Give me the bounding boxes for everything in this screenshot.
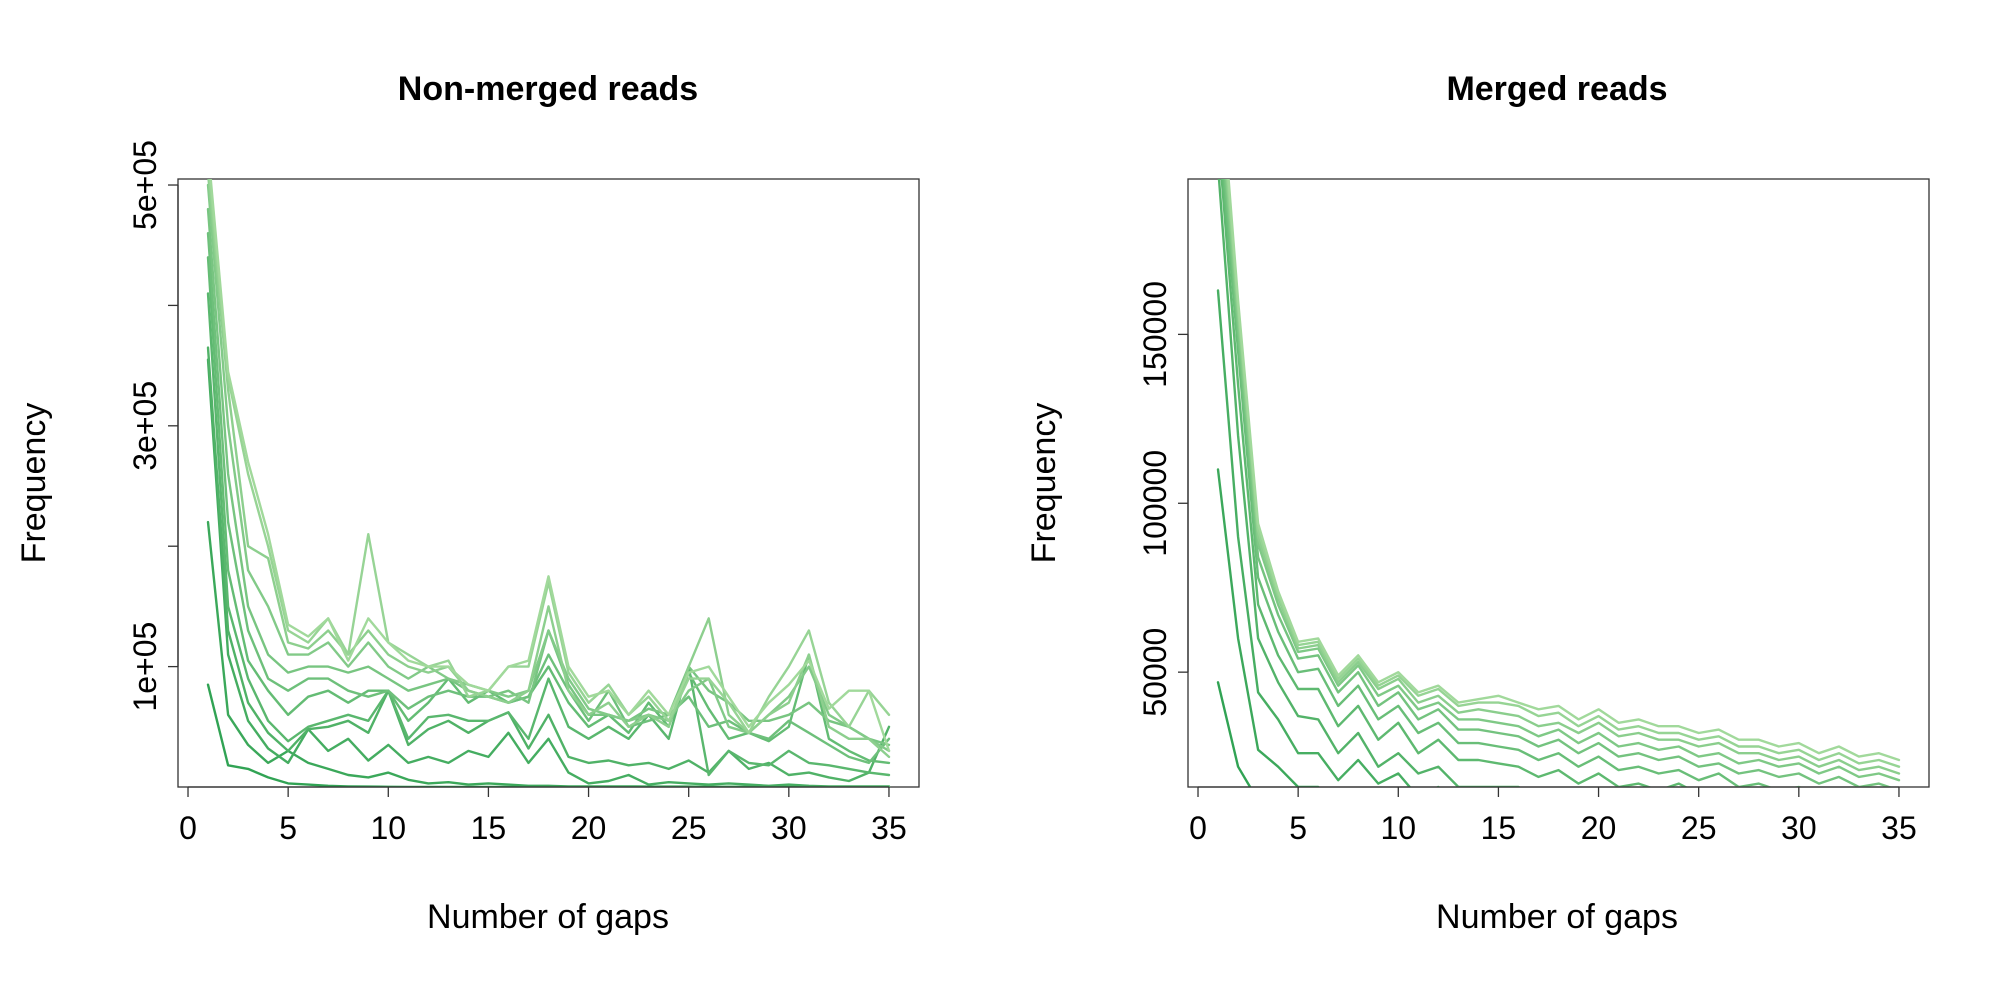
series-line-4 bbox=[206, 346, 891, 783]
y-tick-label: 50000 bbox=[1137, 628, 1173, 717]
series-group bbox=[206, 179, 891, 787]
y-tick-label: 100000 bbox=[1137, 450, 1173, 557]
x-tick-label: 5 bbox=[1289, 810, 1307, 846]
y-axis-label: Frequency bbox=[15, 403, 53, 564]
series-line-5 bbox=[1220, 179, 1689, 787]
panel-merged-reads: Merged reads Number of gaps Frequency 0 5… bbox=[1025, 70, 1930, 936]
series-line-6 bbox=[206, 256, 891, 765]
y-tick-label: 3e+05 bbox=[127, 381, 163, 471]
series-line-9 bbox=[1225, 179, 1901, 775]
x-tick-label: 0 bbox=[179, 810, 197, 846]
chart-title: Merged reads bbox=[1446, 70, 1667, 108]
x-tick-label: 10 bbox=[370, 810, 406, 846]
series-line-4 bbox=[1217, 179, 1522, 787]
series-line-10 bbox=[207, 179, 891, 759]
x-tick-label: 35 bbox=[871, 810, 907, 846]
plot-frame bbox=[177, 178, 920, 788]
x-axis-label: Number of gaps bbox=[1436, 898, 1678, 936]
series-line-5 bbox=[206, 292, 891, 777]
series-line-3 bbox=[1216, 289, 1440, 787]
x-tick-label: 10 bbox=[1380, 810, 1416, 846]
series-line-11 bbox=[1227, 179, 1901, 762]
panel-non-merged-reads: Non-merged reads Number of gaps Frequenc… bbox=[15, 70, 920, 936]
series-line-9 bbox=[206, 183, 891, 753]
x-tick-label: 35 bbox=[1881, 810, 1917, 846]
x-axis-ticks: 0 5 10 15 20 25 30 35 bbox=[179, 786, 907, 846]
x-tick-label: 0 bbox=[1189, 810, 1207, 846]
series-line-6 bbox=[1222, 179, 1803, 787]
series-line-12 bbox=[209, 179, 891, 753]
y-tick-label: 150000 bbox=[1137, 281, 1173, 388]
series-line-8 bbox=[206, 207, 891, 747]
x-tick-label: 15 bbox=[1481, 810, 1517, 846]
series-group bbox=[1216, 179, 1901, 787]
y-axis-ticks: 50000 100000 150000 bbox=[1137, 281, 1189, 717]
x-tick-label: 20 bbox=[571, 810, 607, 846]
y-tick-label: 5e+05 bbox=[127, 140, 163, 230]
x-tick-label: 25 bbox=[671, 810, 707, 846]
x-tick-label: 20 bbox=[1581, 810, 1617, 846]
y-axis-label: Frequency bbox=[1025, 403, 1063, 564]
series-line-7 bbox=[206, 231, 891, 765]
series-line-1 bbox=[206, 683, 891, 787]
x-tick-label: 30 bbox=[1781, 810, 1817, 846]
series-line-3 bbox=[206, 358, 891, 787]
y-axis-ticks: 1e+05 3e+05 5e+05 bbox=[127, 140, 179, 712]
x-axis-label: Number of gaps bbox=[427, 898, 669, 936]
x-tick-label: 5 bbox=[279, 810, 297, 846]
x-tick-label: 25 bbox=[1681, 810, 1717, 846]
chart-title: Non-merged reads bbox=[398, 70, 698, 108]
series-line-8 bbox=[1224, 179, 1901, 782]
series-line-11 bbox=[208, 179, 891, 734]
series-line-7 bbox=[1223, 179, 1893, 787]
y-tick-label: 1e+05 bbox=[127, 622, 163, 712]
x-tick-label: 30 bbox=[771, 810, 807, 846]
x-axis-ticks: 0 5 10 15 20 25 30 35 bbox=[1189, 786, 1917, 846]
x-tick-label: 15 bbox=[471, 810, 507, 846]
series-line-10 bbox=[1226, 179, 1901, 768]
plot-frame bbox=[1187, 178, 1930, 788]
